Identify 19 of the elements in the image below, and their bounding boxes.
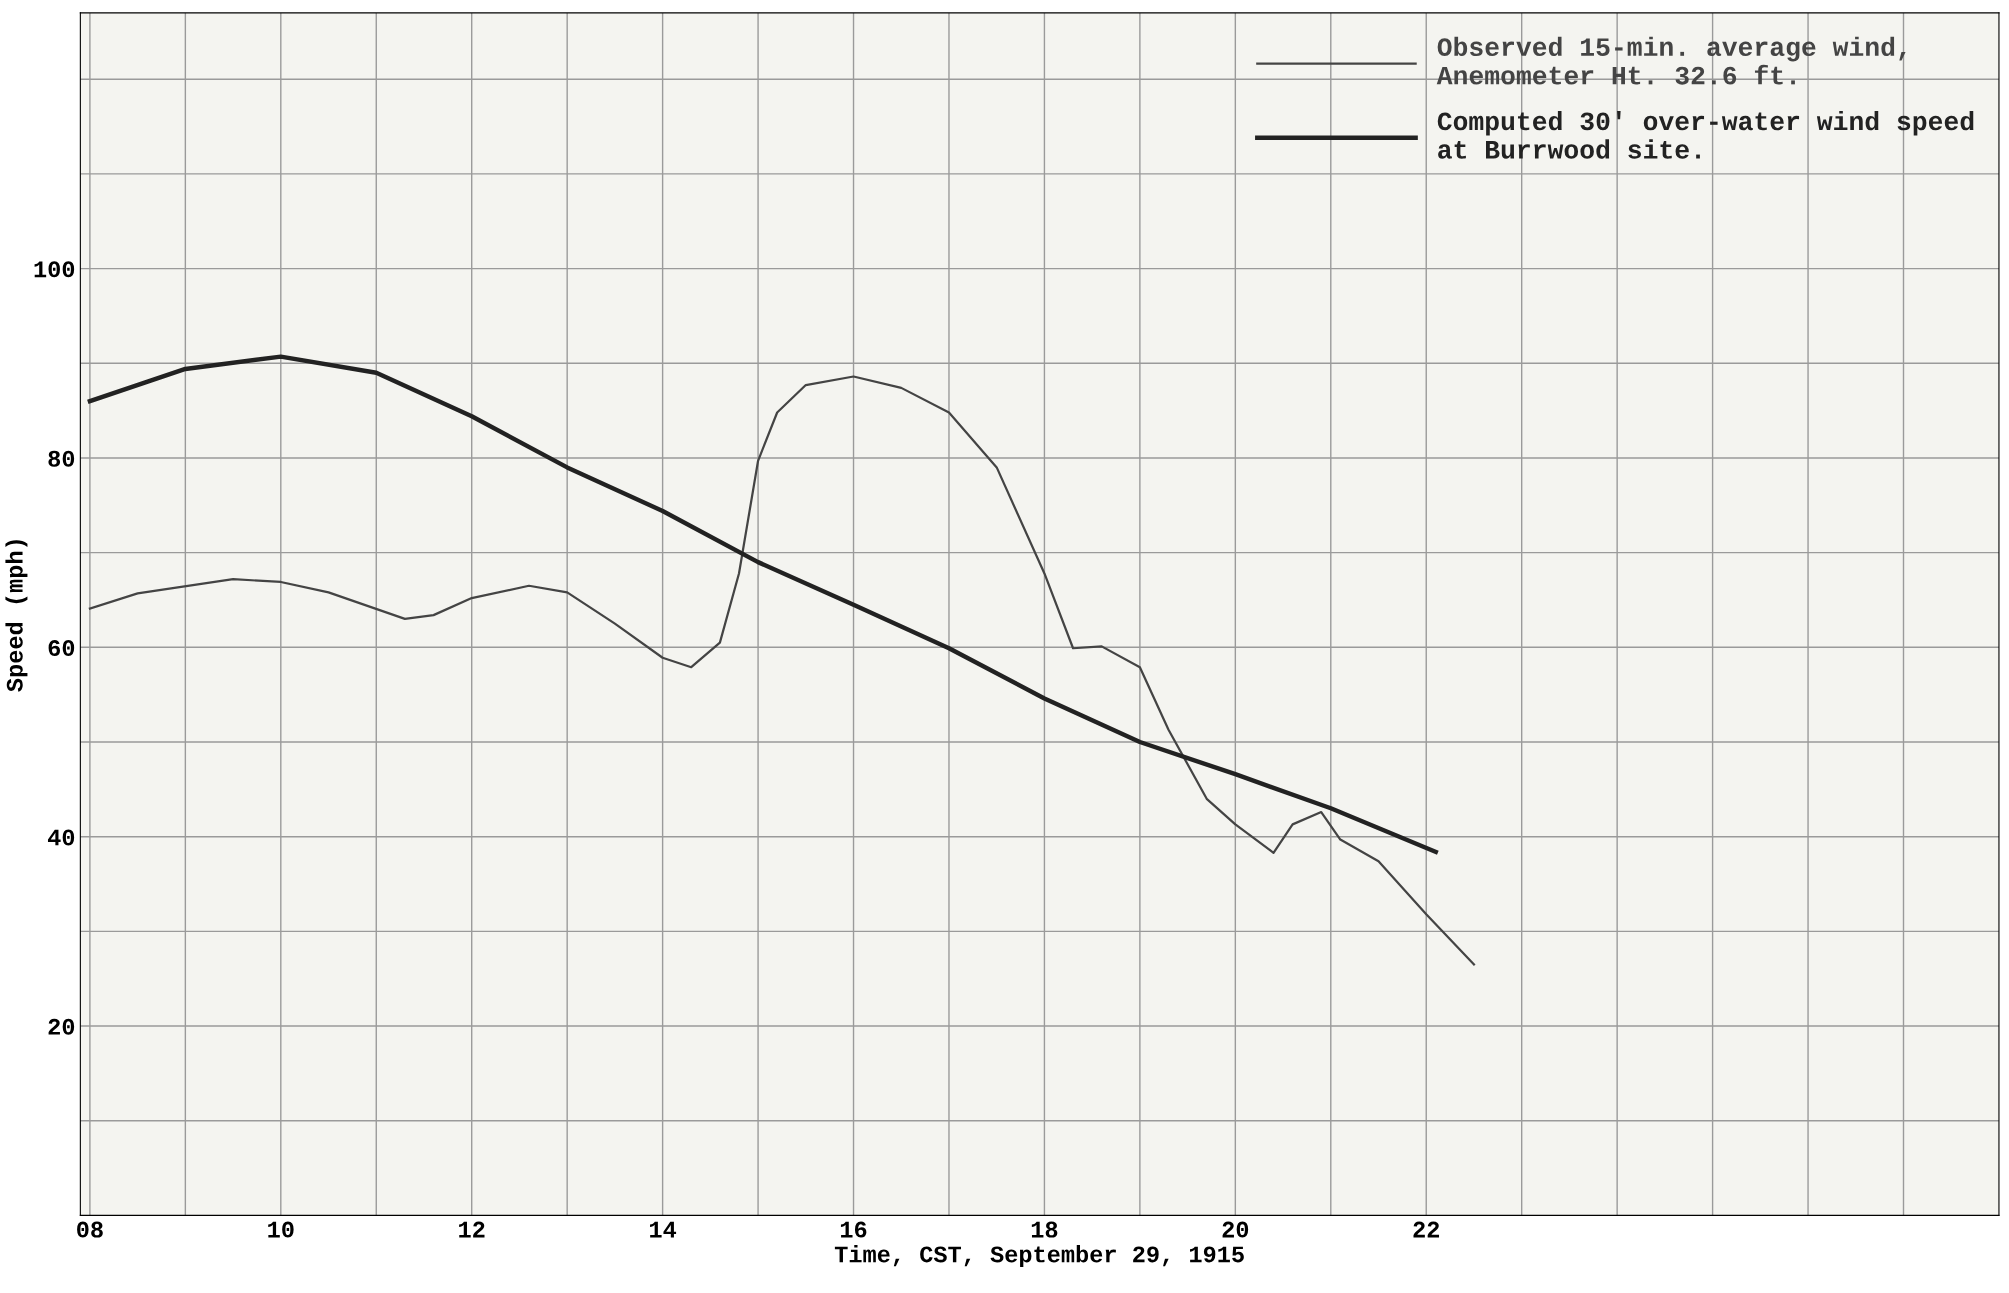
x-tick-label: 18 xyxy=(1031,1221,1058,1238)
y-axis-title: Speed (mph) xyxy=(5,540,28,692)
x-tick-label: 10 xyxy=(268,1221,294,1238)
x-tick-label: 16 xyxy=(840,1221,867,1238)
y-tick-label: 60 xyxy=(48,640,75,657)
y-tick-label: 100 xyxy=(34,261,75,278)
text: Computed 30' over-water wind speed at Burrwood site. xyxy=(1437,110,1974,159)
text: Observed 15-min. average wind, Anemometer Ht. 32.6 ft. xyxy=(1436,36,1906,85)
line-series xyxy=(87,354,1439,855)
x-tick-label: 12 xyxy=(459,1221,485,1238)
x-tick-label: 14 xyxy=(650,1221,677,1238)
line-series xyxy=(88,375,1476,966)
y-tick-label: 40 xyxy=(47,829,75,846)
x-tick-label: 20 xyxy=(1222,1221,1249,1238)
y-tick-label: 80 xyxy=(48,450,75,467)
x-tick-label: 22 xyxy=(1413,1221,1440,1238)
x-axis-title: Time, CST, September 29, 1915 xyxy=(834,1245,1244,1268)
y-tick-label: 20 xyxy=(48,1018,75,1035)
x-tick-label: 08 xyxy=(77,1221,103,1238)
